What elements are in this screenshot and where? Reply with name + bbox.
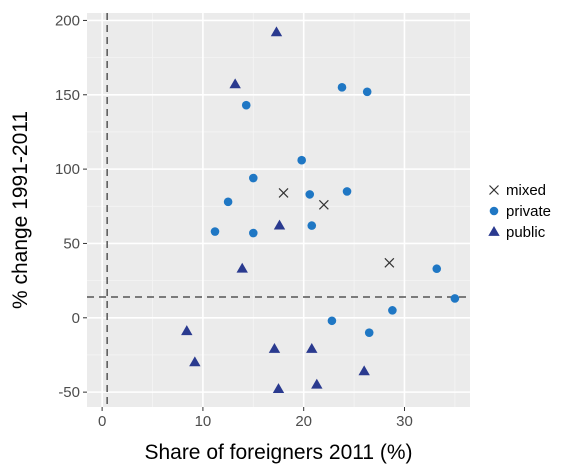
point-public	[358, 365, 370, 376]
legend: mixed private public	[488, 182, 551, 241]
x-stroke	[278, 187, 289, 198]
plot-panel	[87, 13, 470, 407]
x-tick-label: 30	[396, 413, 413, 430]
legend-item-private: private	[489, 203, 551, 220]
point-private	[450, 294, 460, 303]
point-public	[181, 325, 193, 336]
y-tick-label: 200	[55, 12, 80, 29]
point-private	[249, 228, 258, 238]
point-private	[432, 264, 442, 274]
y-axis-title: % change 1991-2011	[9, 111, 32, 309]
point-public	[229, 78, 241, 89]
point-private	[305, 190, 315, 199]
x-axis-title: Share of foreigners 2011 (%)	[144, 441, 412, 464]
point-public	[268, 343, 281, 353]
x-stroke	[384, 257, 395, 268]
point-private	[249, 173, 258, 183]
point-private	[388, 306, 397, 315]
x-tick-label: 20	[295, 413, 312, 430]
point-public	[236, 262, 248, 273]
legend-item-public: public	[488, 224, 546, 241]
x-stroke	[489, 185, 499, 195]
point-private	[241, 100, 251, 110]
x-stroke	[318, 199, 329, 210]
legend-label: private	[506, 203, 551, 220]
x-axis-ticks: 0 10 20 30	[98, 407, 413, 430]
y-tick-label: -50	[58, 384, 80, 401]
point-private	[297, 155, 306, 165]
point-private	[364, 328, 374, 337]
legend-key-private	[489, 206, 499, 216]
point-public	[273, 219, 286, 230]
point-private	[223, 197, 233, 207]
data-points	[181, 26, 460, 394]
point-mixed	[384, 257, 395, 268]
point-private	[362, 87, 372, 97]
point-private	[327, 316, 337, 326]
y-tick-label: 50	[63, 235, 80, 252]
point-private	[210, 227, 220, 236]
point-public	[189, 356, 201, 367]
y-axis-ticks: -50 0 50 100 150 200	[55, 12, 87, 401]
point-public	[311, 378, 323, 389]
legend-label: mixed	[506, 182, 546, 199]
point-private	[337, 83, 347, 92]
x-tick-label: 0	[98, 413, 106, 430]
y-tick-label: 100	[55, 161, 80, 178]
legend-key-mixed	[489, 185, 499, 195]
point-mixed	[278, 187, 289, 198]
x-tick-label: 10	[195, 413, 212, 430]
legend-key-public	[488, 226, 500, 236]
point-public	[306, 343, 318, 353]
point-public	[270, 26, 283, 37]
grid-minor	[87, 13, 470, 407]
point-mixed	[318, 199, 329, 210]
point-public	[272, 383, 285, 394]
point-private	[307, 221, 317, 230]
legend-label: public	[506, 224, 546, 241]
reference-lines	[87, 13, 470, 407]
point-private	[342, 187, 352, 196]
legend-item-mixed: mixed	[489, 182, 546, 199]
y-tick-label: 150	[55, 87, 80, 104]
y-tick-label: 0	[72, 310, 80, 327]
